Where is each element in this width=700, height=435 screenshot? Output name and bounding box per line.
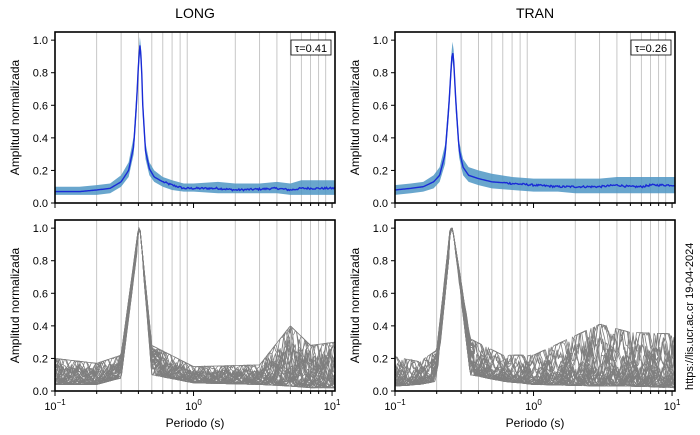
plot-frame (54, 219, 336, 392)
plot-frame (394, 219, 676, 392)
x-axis-label: Periodo (s) (166, 416, 225, 430)
station-curve (55, 228, 335, 387)
credit-text: https://lis.ucr.ac.cr 19-04-2024 (684, 243, 696, 390)
x-tick-exp: 0 (197, 398, 202, 407)
x-tick-exp: 0 (537, 398, 542, 407)
y-tick-label: 0.0 (33, 386, 48, 398)
tau-box (290, 39, 332, 56)
plot-area (55, 226, 335, 389)
y-tick-label: 0.0 (373, 198, 388, 210)
station-curve (55, 229, 335, 389)
mean-curve (395, 52, 675, 191)
tau-label: τ=0.41 (295, 43, 327, 55)
x-tick-label: 100 (185, 398, 202, 413)
x-tick-base: 10 (185, 401, 197, 413)
station-curve (55, 227, 335, 377)
y-tick-label: 1.0 (373, 35, 388, 47)
y-axis-label: Amplitud normalizada (8, 247, 22, 363)
x-axis-label: Periodo (s) (506, 416, 565, 430)
station-curve (55, 229, 335, 389)
y-axis-label: Amplitud normalizada (348, 247, 362, 363)
std-band (395, 41, 675, 195)
y-tick-label: 0.2 (33, 353, 48, 365)
station-curve (395, 227, 675, 382)
x-tick-exp: −1 (397, 398, 407, 407)
x-tick-exp: 1 (676, 398, 681, 407)
plot-frame (394, 31, 676, 204)
y-tick-label: 0.6 (373, 288, 388, 300)
grid-lines (436, 32, 667, 203)
x-tick-base: 10 (664, 401, 676, 413)
y-tick-label: 0.0 (373, 386, 388, 398)
station-curve (55, 228, 335, 384)
plot-area (395, 41, 675, 195)
y-tick-label: 0.4 (33, 321, 48, 333)
panel-tran-mean: τ=0.26 0.0 0.2 0.4 0.6 0.8 1.0 TRAN Amplitud nor… (348, 5, 676, 210)
y-axis-label: Amplitud normalizada (8, 59, 22, 175)
x-tick-base: 10 (324, 401, 336, 413)
y-tick-label: 0.2 (373, 353, 388, 365)
y-tick-label: 0.4 (373, 133, 388, 145)
x-tick-label: 101 (324, 398, 341, 413)
y-tick-label: 1.0 (33, 35, 48, 47)
y-tick-label: 0.8 (373, 256, 388, 268)
x-tick-label: 101 (664, 398, 681, 413)
tau-box (630, 39, 672, 56)
plot-area (55, 36, 335, 195)
x-tick-base: 10 (525, 401, 537, 413)
y-tick-label: 1.0 (373, 223, 388, 235)
plot-frame (54, 31, 336, 204)
panel-long-mean: τ=0.41 0.0 0.2 0.4 0.6 0.8 1.0 LONG Amplitud nor… (8, 5, 336, 210)
panel-title: TRAN (516, 5, 554, 21)
y-tick-label: 1.0 (33, 223, 48, 235)
tau-label: τ=0.26 (635, 43, 667, 55)
x-tick-label: 10−1 (44, 398, 66, 413)
y-tick-label: 0.0 (33, 198, 48, 210)
x-tick-label: 100 (525, 398, 542, 413)
x-tick-exp: −1 (57, 398, 67, 407)
y-tick-label: 0.8 (33, 68, 48, 80)
x-tick-exp: 1 (336, 398, 341, 407)
y-tick-label: 0.2 (373, 165, 388, 177)
y-tick-label: 0.6 (33, 288, 48, 300)
station-curve (395, 227, 675, 388)
x-tick-base: 10 (44, 401, 56, 413)
panel-title: LONG (175, 5, 215, 21)
y-tick-label: 0.8 (33, 256, 48, 268)
tau-annotation: τ=0.26 (630, 39, 672, 56)
y-tick-label: 0.8 (373, 68, 388, 80)
plot-area (395, 227, 675, 389)
station-curve (55, 227, 335, 379)
tau-annotation: τ=0.41 (290, 39, 332, 56)
y-tick-label: 0.6 (373, 100, 388, 112)
y-axis-label: Amplitud normalizada (348, 59, 362, 175)
y-tick-label: 0.4 (33, 133, 48, 145)
mean-curve (55, 45, 335, 193)
station-curve (395, 227, 675, 389)
grid-lines (96, 32, 327, 203)
y-tick-label: 0.2 (33, 165, 48, 177)
grid-lines (96, 220, 327, 391)
station-curve (55, 227, 335, 383)
x-tick-base: 10 (384, 401, 396, 413)
x-tick-label: 10−1 (384, 398, 406, 413)
y-tick-label: 0.6 (33, 100, 48, 112)
y-tick-label: 0.4 (373, 321, 388, 333)
